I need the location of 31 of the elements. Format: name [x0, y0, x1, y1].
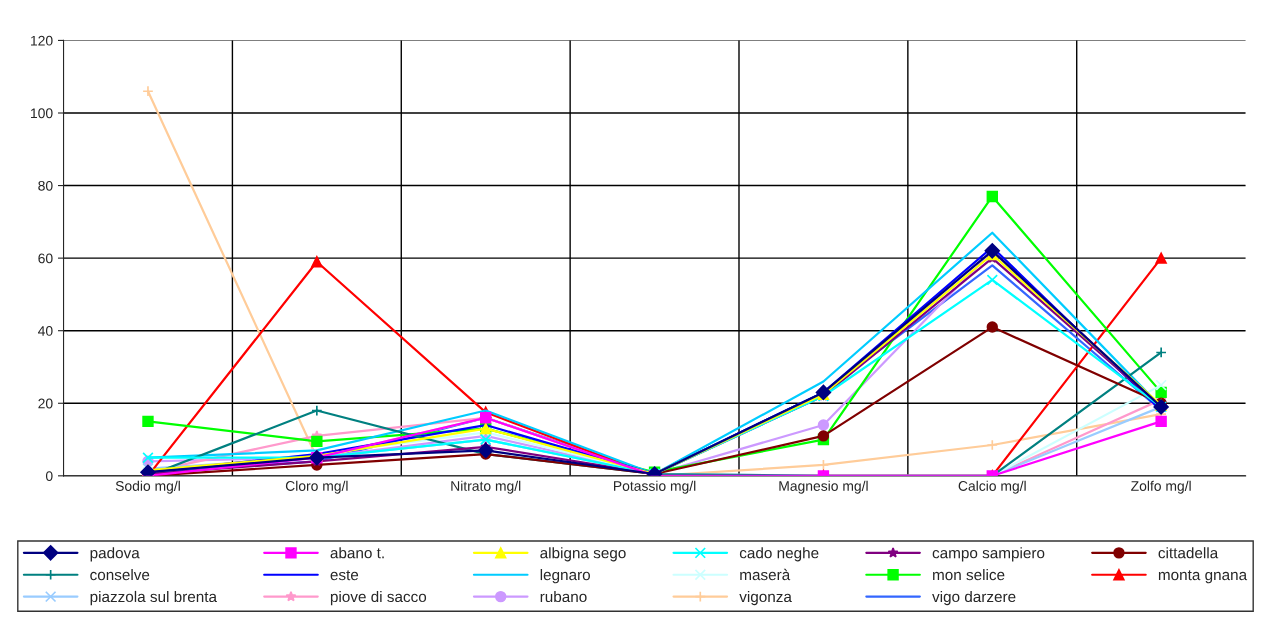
- legend-label: monta gnana: [1158, 570, 1248, 584]
- y-tick-label: 100: [31, 108, 53, 119]
- x-tick-label: Calcio mg/l: [958, 480, 1026, 494]
- legend-label: piazzola sul brenta: [90, 590, 217, 606]
- legend-label: cittadella: [1158, 547, 1219, 559]
- x-tick-label: Nitrato mg/l: [451, 480, 521, 494]
- y-tick-label: 0: [45, 471, 53, 481]
- legend-label: este: [330, 570, 359, 581]
- x-tick-label: Sodio mg/l: [115, 480, 180, 494]
- legend-label: abano t.: [330, 547, 384, 559]
- legend-label: piove di sacco: [330, 590, 427, 606]
- legend-label: vigonza: [739, 590, 792, 606]
- y-tick-label: 40: [38, 326, 53, 336]
- x-tick-label: Magnesio mg/l: [779, 480, 868, 494]
- legend-label: maserà: [740, 568, 791, 581]
- x-tick-label: Cloro mg/l: [285, 480, 348, 494]
- legend-label: cado neghe: [739, 547, 819, 562]
- legend-label: mon selice: [933, 569, 1005, 581]
- y-tick-label: 80: [38, 180, 53, 191]
- legend-label: padova: [90, 547, 140, 562]
- legend-label: campo sampiero: [932, 547, 1045, 562]
- legend-label: conselve: [90, 569, 150, 581]
- x-tick-label: Potassio mg/l: [614, 480, 696, 494]
- y-tick-label: 20: [38, 398, 53, 409]
- y-tick-label: 60: [38, 253, 53, 264]
- legend-label: vigo darzere: [932, 590, 1016, 606]
- x-tick-label: Zolfo mg/l: [1131, 480, 1191, 494]
- y-tick-label: 120: [31, 35, 53, 46]
- legend-label: rubano: [540, 590, 587, 603]
- legend-label: legnaro: [540, 569, 590, 584]
- legend-label: albigna sego: [540, 547, 626, 562]
